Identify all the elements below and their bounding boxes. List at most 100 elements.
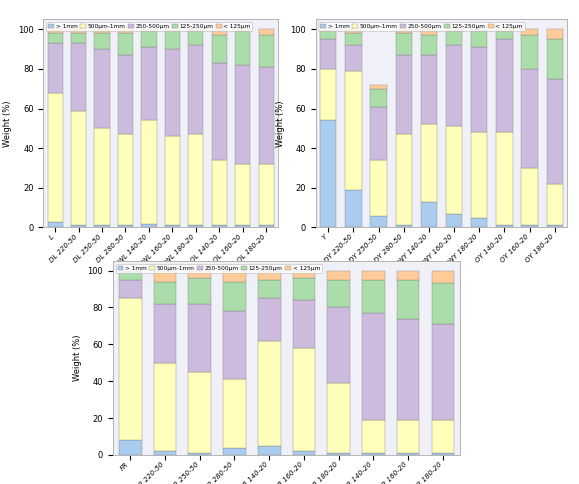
Bar — [496, 29, 512, 31]
Bar — [212, 226, 227, 227]
Bar — [328, 307, 350, 383]
Bar — [446, 31, 462, 45]
Bar — [189, 304, 211, 372]
Bar — [119, 272, 141, 280]
Bar — [320, 39, 336, 69]
Bar — [119, 271, 141, 272]
Bar — [188, 29, 203, 31]
Bar — [71, 110, 86, 226]
Bar — [94, 49, 109, 128]
Bar — [362, 453, 384, 455]
Bar — [292, 300, 315, 348]
Bar — [421, 55, 437, 124]
Bar — [165, 29, 180, 31]
Bar — [496, 226, 512, 227]
Legend: > 1mm, 500μm-1mm, 250-500μm, 125-250μm, < 125μm: > 1mm, 500μm-1mm, 250-500μm, 125-250μm, … — [46, 22, 252, 31]
Bar — [496, 31, 512, 39]
Bar — [522, 29, 538, 35]
Bar — [154, 451, 177, 455]
Bar — [345, 45, 361, 71]
Bar — [362, 280, 384, 313]
Bar — [522, 69, 538, 168]
Bar — [189, 453, 211, 455]
Bar — [547, 184, 563, 226]
Bar — [328, 271, 350, 280]
Bar — [431, 324, 454, 420]
Bar — [259, 164, 274, 226]
Bar — [141, 31, 156, 47]
Bar — [395, 55, 412, 135]
Bar — [259, 35, 274, 67]
Bar — [496, 132, 512, 226]
Bar — [292, 271, 315, 278]
Bar — [259, 226, 274, 227]
Bar — [547, 79, 563, 184]
Bar — [328, 453, 350, 455]
Bar — [258, 446, 281, 455]
Bar — [189, 271, 211, 278]
Bar — [141, 224, 156, 227]
Legend: > 1mm, 500μm-1mm, 250-500μm, 125-250μm, < 125μm: > 1mm, 500μm-1mm, 250-500μm, 125-250μm, … — [116, 264, 322, 273]
Bar — [397, 271, 419, 280]
Bar — [118, 29, 133, 33]
Bar — [94, 128, 109, 226]
Bar — [235, 29, 250, 31]
Bar — [94, 33, 109, 49]
Bar — [71, 29, 86, 33]
Bar — [165, 226, 180, 227]
Bar — [371, 85, 387, 89]
Bar — [446, 29, 462, 31]
Bar — [47, 43, 63, 93]
Bar — [188, 31, 203, 45]
Bar — [235, 226, 250, 227]
Bar — [395, 226, 412, 227]
Bar — [47, 93, 63, 222]
Bar — [259, 29, 274, 35]
Bar — [154, 271, 177, 282]
Bar — [118, 226, 133, 227]
Bar — [421, 29, 437, 35]
Bar — [421, 202, 437, 227]
Bar — [292, 451, 315, 455]
Bar — [71, 33, 86, 43]
Bar — [154, 363, 177, 451]
Bar — [259, 67, 274, 164]
Bar — [345, 71, 361, 190]
Bar — [395, 135, 412, 226]
Bar — [471, 31, 488, 47]
Bar — [397, 420, 419, 453]
Bar — [320, 31, 336, 39]
Bar — [522, 226, 538, 227]
Bar — [235, 164, 250, 226]
Bar — [223, 379, 245, 448]
Bar — [212, 160, 227, 226]
Bar — [188, 226, 203, 227]
Bar — [47, 222, 63, 227]
Bar — [71, 43, 86, 110]
Bar — [371, 160, 387, 215]
Bar — [371, 106, 387, 160]
Bar — [320, 121, 336, 227]
Bar — [47, 29, 63, 33]
Bar — [345, 29, 361, 33]
Bar — [522, 168, 538, 226]
Bar — [94, 226, 109, 227]
Bar — [141, 47, 156, 121]
Bar — [165, 136, 180, 226]
Bar — [223, 311, 245, 379]
Bar — [471, 47, 488, 132]
Bar — [223, 448, 245, 455]
Bar — [258, 298, 281, 341]
Bar — [118, 55, 133, 135]
Bar — [371, 89, 387, 106]
Bar — [320, 29, 336, 31]
Bar — [189, 278, 211, 304]
Bar — [431, 420, 454, 453]
Bar — [421, 35, 437, 55]
Bar — [47, 33, 63, 43]
Y-axis label: Weight (%): Weight (%) — [276, 100, 284, 147]
Bar — [397, 318, 419, 420]
Bar — [395, 33, 412, 55]
Bar — [141, 29, 156, 31]
Bar — [397, 453, 419, 455]
